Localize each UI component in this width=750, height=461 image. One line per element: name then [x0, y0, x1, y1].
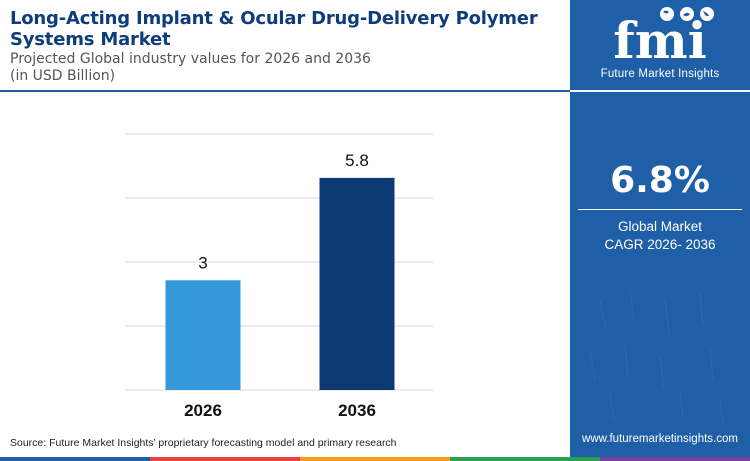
cagr-value: 6.8%	[610, 160, 710, 201]
cagr-label-line-1: Global Market	[617, 219, 703, 234]
sidebar-divider	[570, 90, 750, 92]
subtitle-line-2: (in USD Billion)	[10, 68, 116, 84]
strip-segment-orange	[300, 457, 450, 461]
x-tick-label-2026: 2026	[184, 401, 222, 420]
source-note: Source: Future Market Insights’ propriet…	[10, 437, 397, 449]
bar-2026	[165, 280, 241, 390]
logo-tagline: Future Market Insights	[600, 68, 720, 80]
strip-segment-purple	[600, 457, 750, 461]
header-divider	[0, 90, 570, 92]
sidebar-panel: fmi Future Market Insights 6.8% Global M…	[570, 0, 750, 457]
strip-segment-green	[450, 457, 600, 461]
bottom-color-strip	[0, 457, 750, 461]
bar-2036	[319, 177, 395, 390]
bar-chart: 3 2026 5.8 2036	[125, 133, 433, 420]
fmi-logo: fmi	[613, 7, 714, 70]
x-tick-label-2036: 2036	[338, 401, 376, 420]
strip-segment-red	[150, 457, 300, 461]
subtitle-line-1: Projected Global industry values for 202…	[10, 51, 371, 67]
data-label-2036: 5.8	[345, 151, 369, 170]
sidebar-texture	[589, 289, 724, 426]
cagr-label: Global Market CAGR 2026- 2036	[570, 218, 750, 254]
chart-subtitle: Projected Global industry values for 202…	[10, 51, 565, 85]
chart-title: Long-Acting Implant & Ocular Drug-Delive…	[10, 8, 538, 50]
website-url: www.futuremarketinsights.com	[582, 433, 738, 445]
cagr-label-line-2: CAGR 2026- 2036	[604, 237, 716, 252]
plot-area: 3 2026 5.8 2036	[0, 92, 570, 427]
data-label-2026: 3	[198, 253, 207, 272]
strip-segment-blue	[0, 457, 150, 461]
cagr-divider	[578, 209, 742, 210]
logo-wordmark: fmi	[613, 11, 706, 70]
chart-header: Long-Acting Implant & Ocular Drug-Delive…	[0, 0, 570, 90]
